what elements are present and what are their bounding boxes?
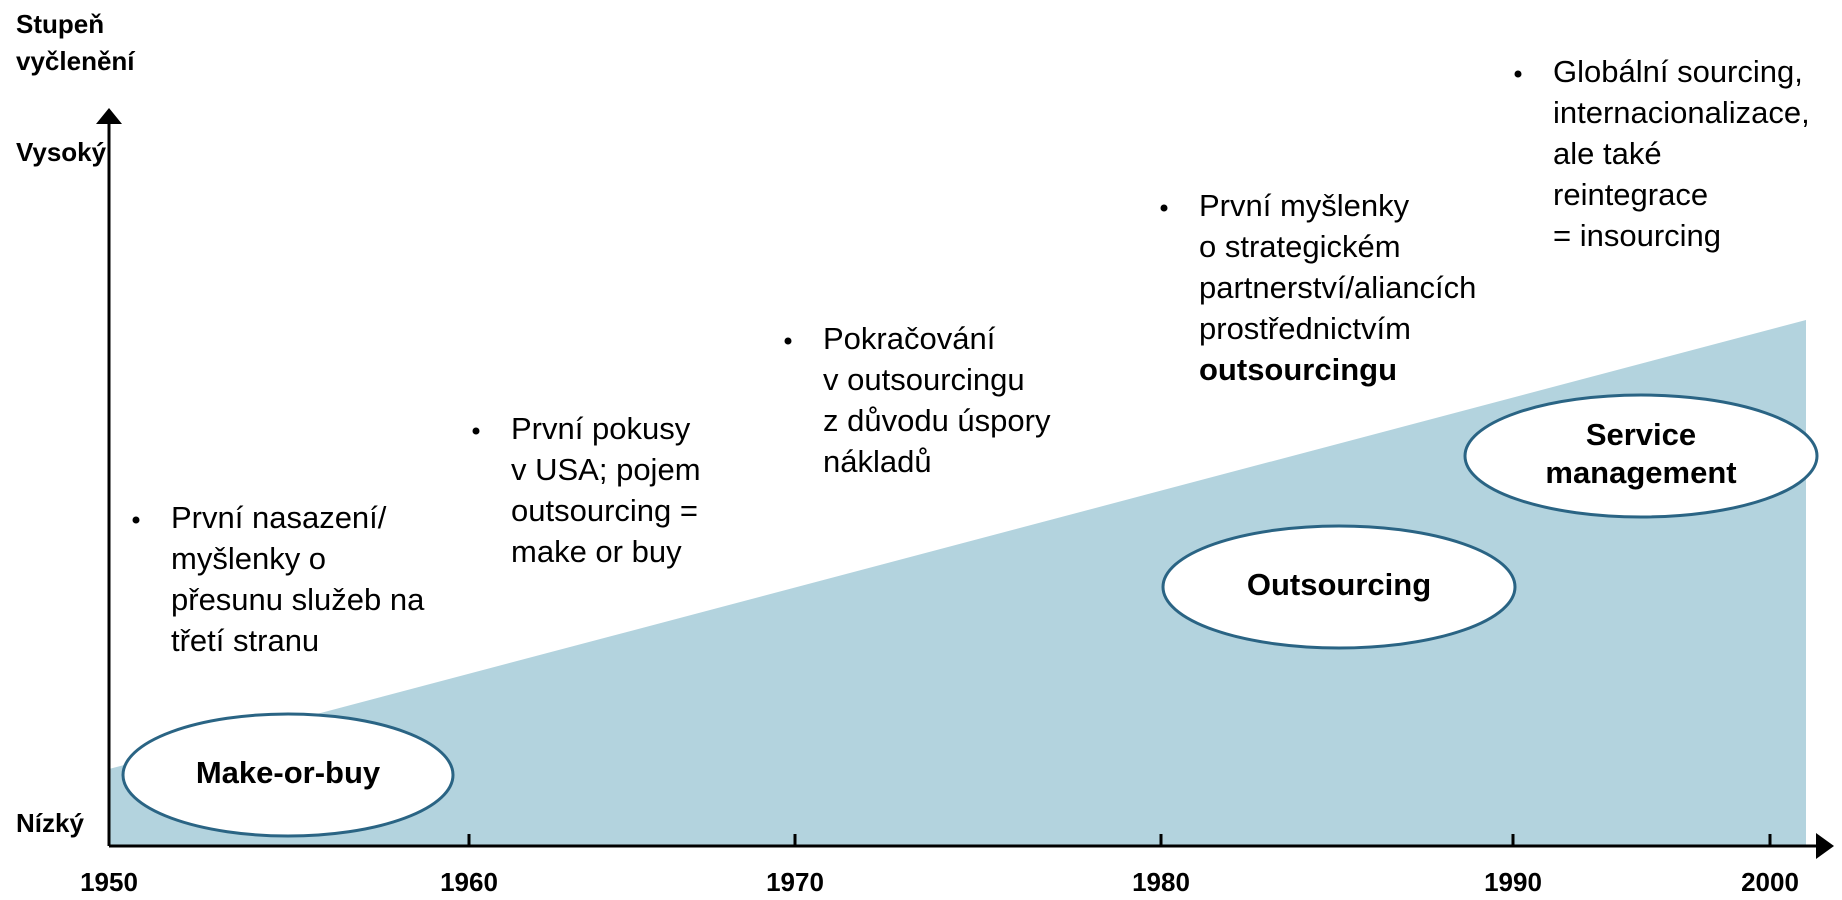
x-tick-label: 1990 (1484, 867, 1542, 897)
note-line: outsourcingu (1199, 352, 1397, 387)
x-tick-label: 1970 (766, 867, 824, 897)
bullet (472, 427, 480, 435)
x-tick-label: 1980 (1132, 867, 1190, 897)
y-title: vyčlenění (16, 46, 135, 76)
note-line: Pokračování (823, 321, 996, 356)
phase-ellipse (1161, 524, 1517, 650)
note-line: První myšlenky (1199, 188, 1410, 223)
note-line: myšlenky o (171, 541, 326, 576)
note-line: prostřednictvím (1199, 311, 1411, 346)
phase-ellipse (1463, 393, 1819, 519)
note-line: ale také (1553, 136, 1662, 171)
x-arrow (1816, 833, 1834, 859)
note-line: nákladů (823, 444, 932, 479)
growth-area (109, 320, 1806, 846)
note-line: reintegrace (1553, 177, 1708, 212)
note-line: partnerství/aliancích (1199, 270, 1476, 305)
note-line: o strategickém (1199, 229, 1401, 264)
note-line: = insourcing (1553, 218, 1721, 253)
bullet (132, 516, 140, 524)
note-line: v USA; pojem (511, 452, 701, 487)
bullet (1514, 70, 1522, 78)
y-title: Stupeň (16, 9, 104, 39)
note-line: Globální sourcing, (1553, 54, 1803, 89)
note-line: přesunu služeb na (171, 582, 425, 617)
y-low: Nízký (16, 808, 84, 838)
note-line: v outsourcingu (823, 362, 1025, 397)
y-arrow (96, 108, 122, 124)
x-tick-label: 1960 (440, 867, 498, 897)
note-line: z důvodu úspory (823, 403, 1051, 438)
phase-ellipse (121, 712, 455, 838)
bullet (1160, 204, 1168, 212)
note-line: outsourcing = (511, 493, 698, 528)
note-line: První pokusy (511, 411, 691, 446)
note-line: make or buy (511, 534, 682, 569)
x-tick-label: 2000 (1741, 867, 1799, 897)
phase-label: Make-or-buy (196, 755, 381, 790)
phase-label: Service (1586, 417, 1696, 452)
bullet (784, 337, 792, 345)
note-line: První nasazení/ (171, 500, 387, 535)
x-tick-label: 1950 (80, 867, 138, 897)
note-line: třetí stranu (171, 623, 319, 658)
phase-label: Outsourcing (1247, 567, 1431, 602)
phase-label: management (1545, 455, 1736, 490)
note-line: internacionalizace, (1553, 95, 1810, 130)
y-high: Vysoký (16, 137, 107, 167)
